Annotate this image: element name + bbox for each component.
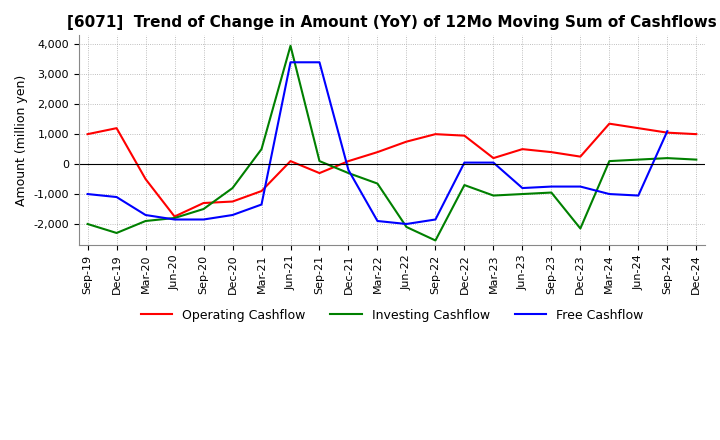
Investing Cashflow bbox=[141, 218, 150, 224]
Operating Cashflow bbox=[576, 154, 585, 159]
Investing Cashflow bbox=[489, 193, 498, 198]
Free Cashflow bbox=[605, 191, 613, 197]
Free Cashflow bbox=[460, 160, 469, 165]
Free Cashflow bbox=[228, 213, 237, 218]
Investing Cashflow bbox=[547, 190, 556, 195]
Operating Cashflow bbox=[605, 121, 613, 126]
Free Cashflow bbox=[286, 60, 294, 65]
Free Cashflow bbox=[518, 185, 527, 191]
Operating Cashflow bbox=[286, 158, 294, 164]
Operating Cashflow bbox=[402, 139, 411, 144]
Title: [6071]  Trend of Change in Amount (YoY) of 12Mo Moving Sum of Cashflows: [6071] Trend of Change in Amount (YoY) o… bbox=[67, 15, 717, 30]
Investing Cashflow bbox=[402, 224, 411, 230]
Operating Cashflow bbox=[199, 200, 208, 205]
Operating Cashflow bbox=[489, 155, 498, 161]
Investing Cashflow bbox=[518, 191, 527, 197]
Investing Cashflow bbox=[84, 221, 92, 227]
Operating Cashflow bbox=[692, 132, 701, 137]
Operating Cashflow bbox=[315, 170, 324, 176]
Operating Cashflow bbox=[663, 130, 672, 135]
Free Cashflow bbox=[634, 193, 643, 198]
Free Cashflow bbox=[84, 191, 92, 197]
Investing Cashflow bbox=[228, 185, 237, 191]
Investing Cashflow bbox=[460, 183, 469, 188]
Free Cashflow bbox=[257, 202, 266, 207]
Investing Cashflow bbox=[373, 181, 382, 186]
Line: Operating Cashflow: Operating Cashflow bbox=[88, 124, 696, 216]
Operating Cashflow bbox=[170, 214, 179, 219]
Operating Cashflow bbox=[112, 125, 121, 131]
Operating Cashflow bbox=[228, 199, 237, 204]
Investing Cashflow bbox=[431, 238, 440, 243]
Operating Cashflow bbox=[547, 150, 556, 155]
Investing Cashflow bbox=[692, 157, 701, 162]
Free Cashflow bbox=[547, 184, 556, 189]
Investing Cashflow bbox=[634, 157, 643, 162]
Free Cashflow bbox=[315, 60, 324, 65]
Investing Cashflow bbox=[257, 147, 266, 152]
Free Cashflow bbox=[199, 217, 208, 222]
Operating Cashflow bbox=[460, 133, 469, 138]
Operating Cashflow bbox=[431, 132, 440, 137]
Free Cashflow bbox=[402, 221, 411, 227]
Investing Cashflow bbox=[605, 158, 613, 164]
Investing Cashflow bbox=[112, 230, 121, 235]
Operating Cashflow bbox=[634, 125, 643, 131]
Investing Cashflow bbox=[199, 206, 208, 212]
Operating Cashflow bbox=[141, 176, 150, 182]
Operating Cashflow bbox=[84, 132, 92, 137]
Free Cashflow bbox=[170, 217, 179, 222]
Free Cashflow bbox=[663, 128, 672, 134]
Investing Cashflow bbox=[286, 43, 294, 48]
Investing Cashflow bbox=[344, 170, 353, 176]
Legend: Operating Cashflow, Investing Cashflow, Free Cashflow: Operating Cashflow, Investing Cashflow, … bbox=[135, 304, 648, 327]
Investing Cashflow bbox=[576, 226, 585, 231]
Free Cashflow bbox=[344, 168, 353, 173]
Line: Investing Cashflow: Investing Cashflow bbox=[88, 46, 696, 241]
Line: Free Cashflow: Free Cashflow bbox=[88, 62, 667, 224]
Free Cashflow bbox=[489, 160, 498, 165]
Free Cashflow bbox=[141, 213, 150, 218]
Operating Cashflow bbox=[518, 147, 527, 152]
Investing Cashflow bbox=[315, 158, 324, 164]
Y-axis label: Amount (million yen): Amount (million yen) bbox=[15, 74, 28, 206]
Investing Cashflow bbox=[663, 155, 672, 161]
Investing Cashflow bbox=[170, 215, 179, 220]
Free Cashflow bbox=[431, 217, 440, 222]
Free Cashflow bbox=[373, 218, 382, 224]
Free Cashflow bbox=[576, 184, 585, 189]
Operating Cashflow bbox=[373, 150, 382, 155]
Operating Cashflow bbox=[344, 158, 353, 164]
Free Cashflow bbox=[112, 194, 121, 200]
Operating Cashflow bbox=[257, 188, 266, 194]
